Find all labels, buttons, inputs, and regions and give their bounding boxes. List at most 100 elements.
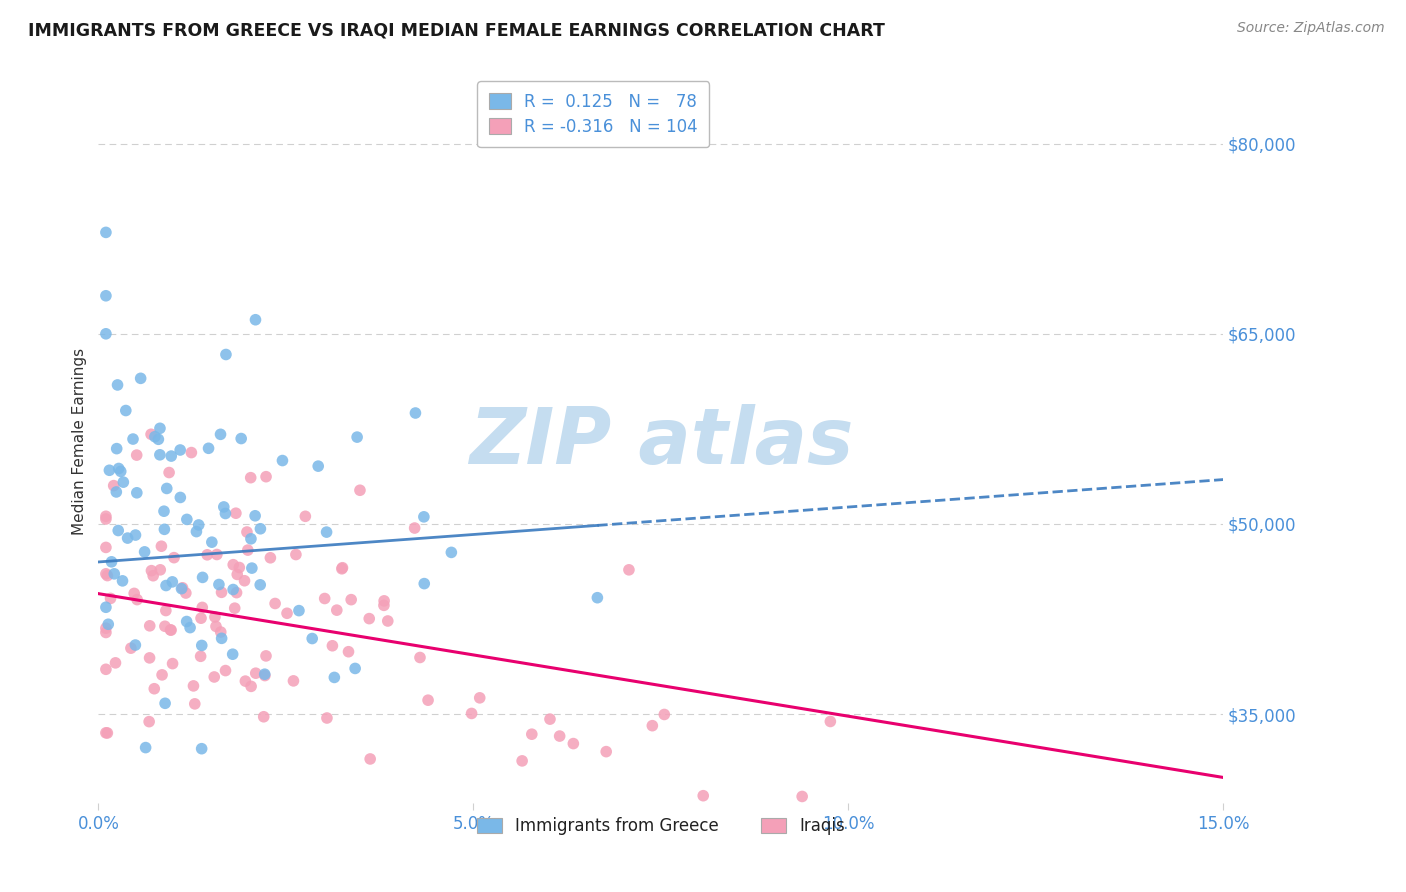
Legend: Immigrants from Greece, Iraqis: Immigrants from Greece, Iraqis <box>470 810 852 841</box>
Point <box>208 577 231 591</box>
Point <box>792 789 814 804</box>
Point <box>204 610 226 624</box>
Point <box>125 448 148 462</box>
Point <box>149 421 172 435</box>
Point <box>190 649 212 664</box>
Point <box>183 679 205 693</box>
Point <box>249 578 271 592</box>
Point <box>337 645 360 659</box>
Point <box>111 574 134 588</box>
Y-axis label: Median Female Earnings: Median Female Earnings <box>72 348 87 535</box>
Point <box>157 466 180 480</box>
Point <box>94 509 117 524</box>
Point <box>413 576 436 591</box>
Point <box>221 647 243 661</box>
Point <box>117 531 139 545</box>
Point <box>114 403 136 417</box>
Point <box>170 582 193 596</box>
Point <box>359 612 381 626</box>
Point <box>125 485 148 500</box>
Point <box>160 449 183 463</box>
Point <box>323 670 346 684</box>
Point <box>205 548 228 562</box>
Point <box>190 611 212 625</box>
Point <box>150 668 173 682</box>
Point <box>143 430 166 444</box>
Point <box>225 506 247 520</box>
Point <box>103 566 125 581</box>
Point <box>163 550 186 565</box>
Point <box>197 442 219 456</box>
Point <box>180 445 202 459</box>
Point <box>226 567 249 582</box>
Point <box>562 737 585 751</box>
Point <box>176 512 198 526</box>
Point <box>240 679 263 693</box>
Point <box>214 507 236 521</box>
Point <box>94 625 117 640</box>
Point <box>373 594 395 608</box>
Point <box>107 378 129 392</box>
Point <box>98 463 121 477</box>
Point <box>416 693 439 707</box>
Point <box>236 524 259 539</box>
Point <box>209 427 232 442</box>
Point <box>191 600 214 615</box>
Point <box>127 592 149 607</box>
Point <box>205 619 228 633</box>
Point <box>202 670 225 684</box>
Point <box>315 525 337 540</box>
Point <box>617 563 640 577</box>
Point <box>120 641 142 656</box>
Point <box>377 614 399 628</box>
Point <box>294 509 316 524</box>
Point <box>301 632 323 646</box>
Point <box>184 697 207 711</box>
Point <box>330 562 353 576</box>
Point <box>460 706 482 721</box>
Point <box>340 592 363 607</box>
Point <box>124 638 146 652</box>
Point <box>652 707 675 722</box>
Point <box>134 545 156 559</box>
Point <box>209 625 232 640</box>
Point <box>211 632 233 646</box>
Point <box>96 568 118 582</box>
Point <box>264 597 287 611</box>
Point <box>222 582 245 597</box>
Point <box>143 681 166 696</box>
Point <box>245 666 267 681</box>
Point <box>187 518 209 533</box>
Point <box>141 564 163 578</box>
Point <box>139 427 162 442</box>
Point <box>284 548 307 562</box>
Point <box>100 591 122 606</box>
Point <box>214 664 236 678</box>
Point <box>276 607 298 621</box>
Point <box>96 726 118 740</box>
Point <box>172 581 194 595</box>
Point <box>215 347 238 361</box>
Point <box>153 619 176 633</box>
Point <box>107 461 129 475</box>
Point <box>259 550 281 565</box>
Point <box>326 603 349 617</box>
Point <box>239 471 262 485</box>
Point <box>159 623 181 637</box>
Point <box>271 453 294 467</box>
Point <box>222 558 245 572</box>
Point <box>211 585 233 599</box>
Point <box>149 448 172 462</box>
Point <box>142 568 165 582</box>
Point <box>94 226 117 240</box>
Point <box>169 442 191 457</box>
Point <box>243 508 266 523</box>
Point <box>94 566 117 581</box>
Point <box>153 522 176 536</box>
Point <box>169 491 191 505</box>
Point <box>94 289 117 303</box>
Point <box>314 591 336 606</box>
Point <box>122 586 145 600</box>
Point <box>239 532 262 546</box>
Point <box>820 714 842 729</box>
